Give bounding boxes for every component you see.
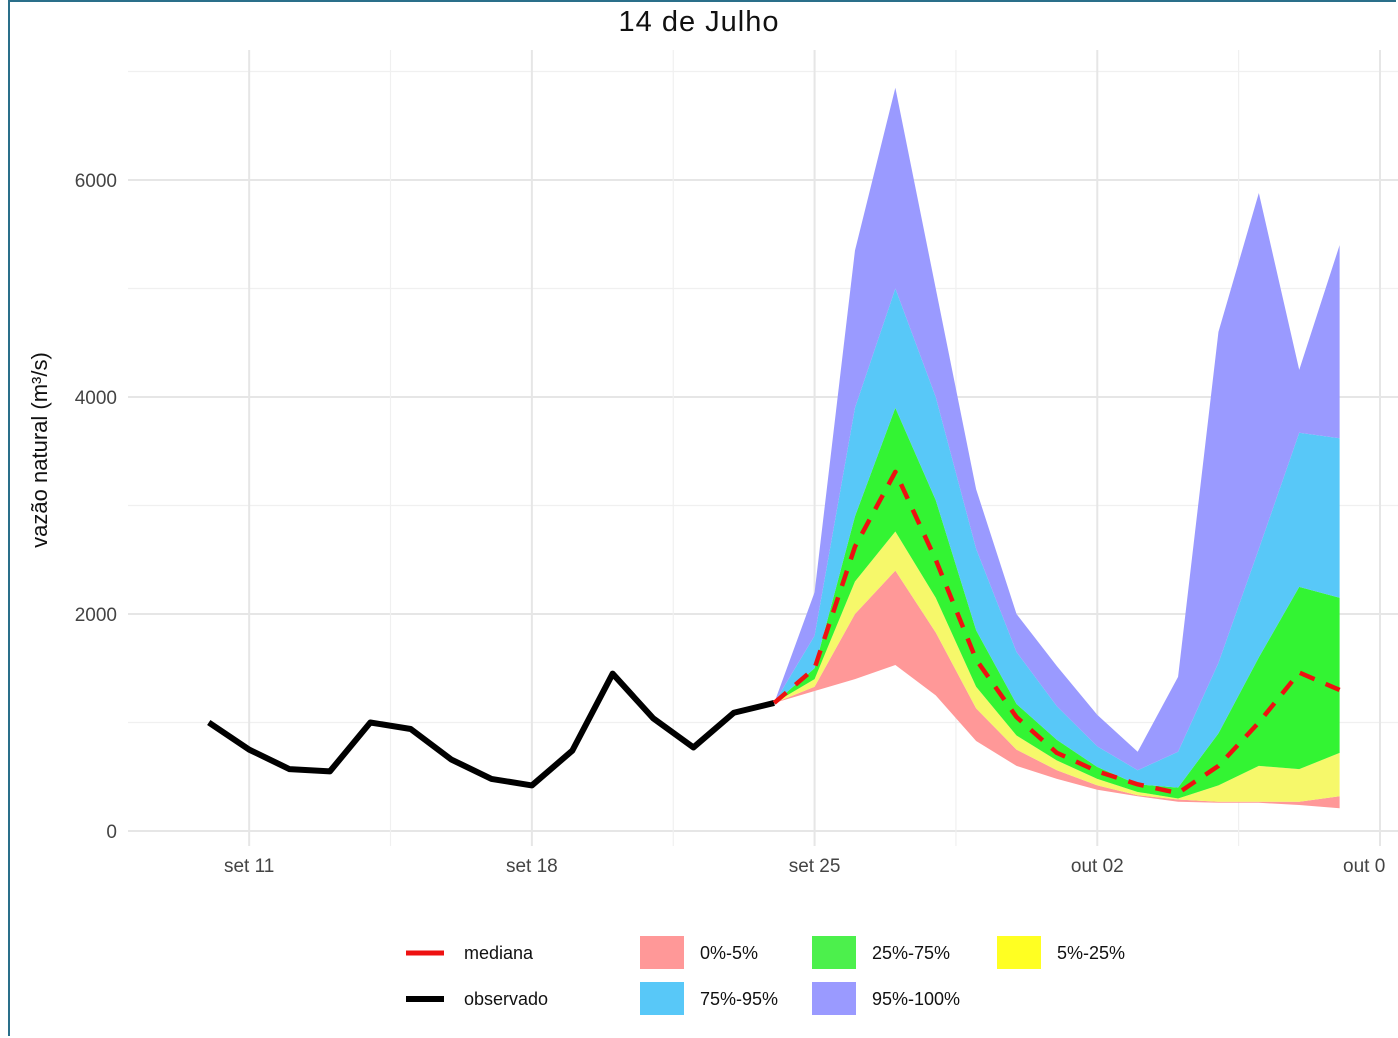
- legend-label: 0%-5%: [700, 943, 758, 963]
- chart-title: 14 de Julho: [618, 6, 780, 38]
- y-tick-label: 4000: [75, 388, 117, 409]
- legend-item: 75%-95%: [640, 982, 778, 1015]
- legend-swatch: [812, 982, 856, 1015]
- y-tick-label: 0: [106, 822, 117, 843]
- legend-item: 25%-75%: [812, 936, 950, 969]
- x-axis-ticks: set 11 set 18 set 25 out 02 out 0: [224, 856, 1385, 877]
- band-95-100: [774, 87, 1340, 771]
- legend-item: 5%-25%: [997, 936, 1125, 969]
- legend-swatch: [640, 936, 684, 969]
- legend: mediana 0%-5% 25%-75% 5%-25% observado 75%-95…: [406, 936, 1125, 1015]
- y-tick-label: 6000: [75, 171, 117, 192]
- x-tick-label: set 11: [224, 856, 274, 877]
- x-tick-label: set 25: [789, 856, 841, 877]
- band-5-25: [774, 531, 1340, 802]
- legend-label: 5%-25%: [1057, 943, 1125, 963]
- x-tick-label: out 0: [1343, 856, 1385, 877]
- quantile-bands: [774, 87, 1340, 809]
- series-lines: [207, 469, 1341, 796]
- y-tick-label: 2000: [75, 605, 117, 626]
- legend-swatch: [812, 936, 856, 969]
- legend-label: 75%-95%: [700, 989, 778, 1009]
- legend-item: observado: [406, 989, 548, 1009]
- legend-label: mediana: [464, 943, 534, 963]
- observed-series-line: [207, 670, 775, 789]
- band-0-5: [774, 570, 1340, 809]
- y-axis-ticks: 0 2000 4000 6000: [75, 171, 117, 843]
- legend-label: observado: [464, 989, 548, 1009]
- legend-item: 95%-100%: [812, 982, 960, 1015]
- median-series-line: [772, 469, 1341, 796]
- band-25-75: [774, 407, 1340, 799]
- x-tick-label: set 18: [506, 856, 558, 877]
- chart-frame: [8, 0, 1396, 1036]
- legend-item: 0%-5%: [640, 936, 758, 969]
- legend-swatch: [640, 982, 684, 1015]
- legend-label: 95%-100%: [872, 989, 960, 1009]
- band-75-95: [774, 288, 1340, 788]
- legend-swatch: [997, 936, 1041, 969]
- legend-label: 25%-75%: [872, 943, 950, 963]
- legend-item: mediana: [406, 943, 534, 963]
- x-tick-label: out 02: [1071, 856, 1124, 877]
